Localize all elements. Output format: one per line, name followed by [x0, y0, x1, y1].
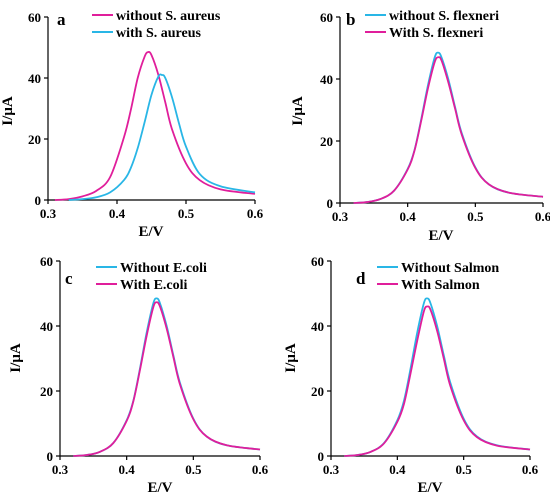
series-line-1 [68, 73, 256, 201]
x-tick-label: 0.6 [522, 462, 539, 477]
legend-label: With Salmon [401, 278, 480, 293]
legend-label: With E.coli [120, 278, 188, 293]
y-tick-label: 60 [311, 254, 324, 269]
x-axis-label: E/V [138, 224, 163, 240]
y-tick-label: 40 [40, 319, 53, 334]
y-tick-label: 40 [311, 319, 324, 334]
x-axis-label: E/V [147, 480, 172, 496]
panel-label: b [346, 10, 355, 29]
y-tick-label: 60 [28, 10, 41, 25]
series-line-1 [344, 305, 531, 457]
series-line-1 [353, 56, 544, 204]
y-tick-label: 0 [318, 449, 325, 464]
legend-label: with S. aureus [116, 26, 201, 41]
x-tick-label: 0.4 [109, 206, 126, 221]
legend-label: Without E.coli [120, 261, 207, 276]
y-tick-label: 40 [28, 71, 41, 86]
y-tick-label: 20 [28, 132, 41, 147]
panel-label: a [57, 10, 66, 29]
x-tick-label: 0.3 [332, 209, 349, 224]
x-tick-label: 0.5 [467, 209, 484, 224]
y-tick-label: 0 [327, 196, 334, 211]
chart-panel-b: 0 20 40 60 0.3 0.4 0.5 0.6 E/V I/µA b without S. fl… [290, 9, 550, 244]
legend-label: without S. flexneri [389, 9, 499, 24]
y-tick-label: 20 [320, 134, 333, 149]
y-tick-label: 60 [40, 254, 53, 269]
y-tick-label: 0 [35, 193, 42, 208]
chart-panel-a: 0 20 40 60 0.3 0.4 0.5 0.6 E/V I/µA a without S. au… [0, 9, 264, 240]
legend-label: With S. flexneri [389, 26, 483, 41]
x-tick-label: 0.4 [119, 462, 136, 477]
series-line-0 [73, 297, 261, 457]
series-line-0 [54, 51, 256, 201]
panel-label: c [65, 269, 73, 288]
y-tick-label: 20 [311, 384, 324, 399]
y-tick-label: 40 [320, 72, 333, 87]
x-tick-label: 0.5 [178, 206, 195, 221]
y-tick-label: 20 [40, 384, 53, 399]
y-tick-label: 60 [320, 10, 333, 25]
x-axis-label: E/V [428, 228, 453, 244]
x-tick-label: 0.4 [400, 209, 417, 224]
x-tick-label: 0.3 [323, 462, 340, 477]
x-tick-label: 0.5 [456, 462, 473, 477]
chart-panel-d: 0 20 40 60 0.3 0.4 0.5 0.6 E/V I/µA d Without Salmo… [283, 254, 539, 496]
x-tick-label: 0.6 [247, 206, 264, 221]
x-tick-label: 0.3 [52, 462, 69, 477]
y-tick-label: 0 [47, 449, 54, 464]
y-axis-label: I/µA [290, 96, 306, 126]
series-line-0 [353, 51, 544, 204]
series-line-0 [344, 297, 531, 457]
panel-label: d [356, 269, 366, 288]
x-tick-label: 0.6 [252, 462, 269, 477]
legend-label: without S. aureus [116, 9, 221, 24]
y-axis-label: I/µA [0, 96, 16, 126]
y-axis-label: I/µA [8, 343, 24, 373]
x-tick-label: 0.3 [40, 206, 57, 221]
x-axis-label: E/V [417, 480, 442, 496]
legend-label: Without Salmon [401, 261, 499, 276]
chart-panel-c: 0 20 40 60 0.3 0.4 0.5 0.6 E/V I/µA c Without E.col… [8, 254, 269, 496]
series-line-1 [73, 301, 261, 457]
x-tick-label: 0.6 [535, 209, 550, 224]
x-tick-label: 0.4 [389, 462, 406, 477]
x-tick-label: 0.5 [185, 462, 202, 477]
y-axis-label: I/µA [283, 343, 299, 373]
